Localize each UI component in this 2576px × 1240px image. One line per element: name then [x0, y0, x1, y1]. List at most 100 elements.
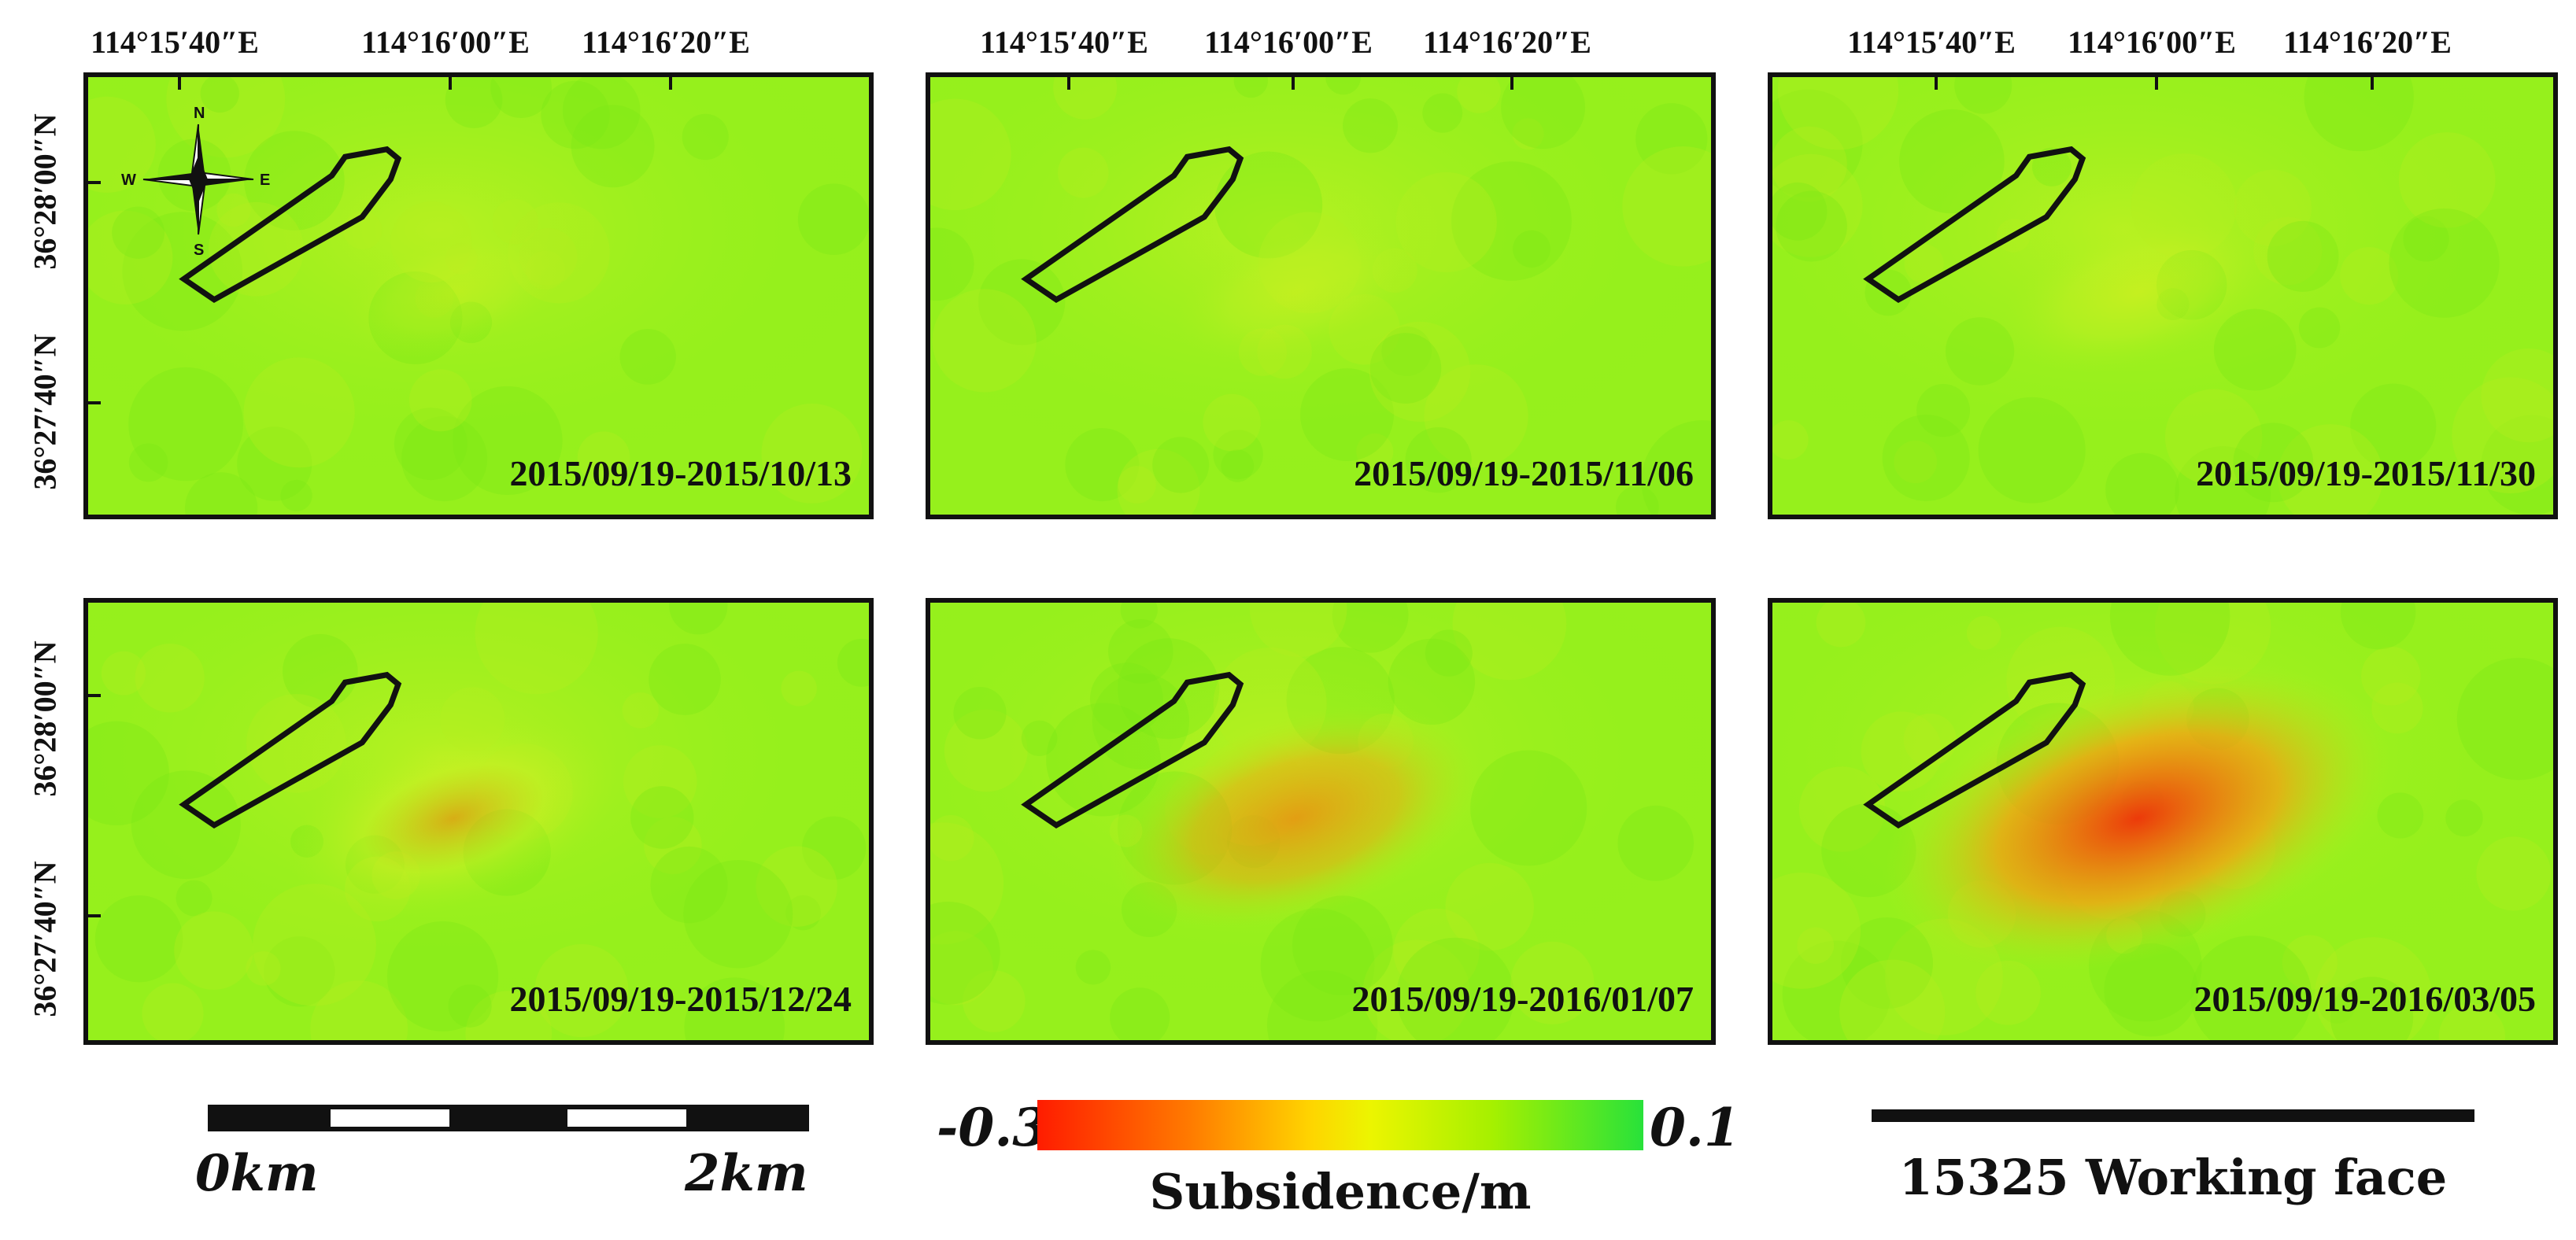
date-range-label: 2015/09/19-2015/11/30: [2196, 453, 2536, 493]
lon-label: 114°15′40″E: [980, 24, 1148, 60]
map-texture-patch: [131, 770, 241, 880]
map-texture-patch: [135, 643, 205, 713]
map-texture-patch: [1356, 433, 1394, 471]
map-texture-patch: [534, 944, 629, 1038]
map-texture-patch: [490, 77, 553, 118]
map-texture-patch: [1501, 77, 1586, 149]
tick: [1935, 77, 1938, 90]
map-texture-patch: [448, 984, 492, 1028]
map-texture-patch: [1381, 326, 1432, 377]
scale-bar-left-label: 0km: [195, 1144, 319, 1203]
subsidence-area: [288, 719, 619, 917]
map-texture-patch: [2361, 646, 2421, 706]
map-texture-patch: [761, 403, 863, 504]
map-texture-patch: [2350, 383, 2437, 469]
map-texture-patch: [2234, 169, 2312, 247]
map-texture-patch: [1213, 430, 1263, 480]
map-texture-patch: [2481, 415, 2553, 515]
map-texture-patch: [2164, 389, 2263, 485]
map-texture-patch: [465, 991, 553, 1040]
map-texture-patch: [963, 970, 1026, 1032]
map-texture-patch: [2213, 308, 2297, 391]
working-face-outline: [179, 671, 402, 829]
map-texture-patch: [1797, 927, 1835, 964]
map-texture-patch: [1058, 147, 1109, 198]
map-texture-patch: [1203, 393, 1261, 452]
map-texture-patch: [394, 408, 468, 481]
map-texture-patch: [682, 113, 729, 161]
lat-label-bottom: 36°27′40″N: [27, 334, 63, 490]
map-texture-patch: [1325, 77, 1362, 95]
map-texture-patch: [571, 105, 655, 188]
map-texture-patch: [2476, 836, 2552, 911]
map-texture-patch: [176, 880, 213, 917]
lon-label: 114°15′40″E: [1847, 24, 2016, 60]
tick: [1067, 77, 1070, 90]
working-face-legend-line: [1872, 1109, 2474, 1122]
map-texture-patch: [669, 603, 728, 635]
lon-label: 114°16′20″E: [2283, 24, 2452, 60]
map-texture-patch: [1118, 638, 1220, 740]
map-texture-patch: [237, 426, 312, 501]
lon-label: 114°16′20″E: [582, 24, 750, 60]
map-texture-patch: [1221, 449, 1255, 482]
subsidence-area: [1176, 222, 1416, 364]
map-texture-patch: [562, 77, 641, 149]
working-face-outline: [1863, 146, 2086, 304]
map-texture-patch: [1065, 428, 1140, 502]
colorbar-min-label: -0.3: [937, 1097, 1049, 1158]
map-texture-patch: [386, 921, 499, 1031]
lon-label: 114°16′00″E: [2068, 24, 2236, 60]
compass-w: W: [121, 172, 136, 189]
tick: [1292, 77, 1295, 90]
date-range-label: 2015/09/19-2015/10/13: [509, 453, 852, 493]
map-texture-patch: [930, 822, 1004, 945]
subsidence-map-panel-6: 2015/09/19-2016/03/05: [1768, 598, 2558, 1045]
tick: [669, 77, 672, 90]
map-texture-patch: [1966, 615, 2001, 651]
map-texture-patch: [453, 386, 563, 496]
map-texture-patch: [2340, 247, 2398, 305]
map-texture-patch: [837, 638, 869, 687]
map-texture-patch: [1110, 987, 1170, 1040]
map-texture-patch: [1075, 950, 1111, 985]
map-texture-patch: [1152, 437, 1210, 493]
map-texture-patch: [1839, 959, 1946, 1040]
map-texture-patch: [1782, 940, 1890, 1040]
map-texture-patch: [1861, 711, 1942, 792]
map-texture-patch: [932, 289, 1037, 393]
map-texture-patch: [1622, 146, 1711, 267]
lat-label-top: 36°28′00″N: [27, 640, 63, 797]
map-texture-patch: [1772, 153, 1863, 257]
map-texture-patch: [2438, 1003, 2506, 1040]
map-texture-patch: [1118, 466, 1156, 504]
map-texture-patch: [1798, 766, 1886, 852]
subsidence-map-panel-5: 2015/09/19-2016/01/07: [926, 598, 1716, 1045]
subsidence-map-panel-1: N S W E 2015/09/19-2015/10/13: [83, 72, 874, 519]
lon-label: 114°16′00″E: [1204, 24, 1373, 60]
map-texture-patch: [1617, 805, 1695, 881]
map-texture-patch: [128, 443, 168, 482]
compass-s: S: [194, 242, 204, 258]
map-texture-patch: [1513, 230, 1550, 268]
map-texture-patch: [2403, 216, 2449, 262]
map-texture-patch: [1816, 603, 1866, 648]
lon-label: 114°16′20″E: [1423, 24, 1591, 60]
map-texture-patch: [1899, 109, 2005, 214]
map-texture-patch: [112, 206, 165, 259]
map-texture-patch: [649, 644, 721, 715]
map-texture-patch: [577, 431, 630, 484]
tick: [2371, 77, 2374, 90]
subsidence-area: [2002, 212, 2273, 373]
date-range-label: 2015/09/19-2015/11/06: [1354, 453, 1694, 493]
map-texture-patch: [1840, 917, 1934, 1009]
map-texture-patch: [2481, 348, 2553, 443]
map-texture-patch: [1405, 426, 1472, 493]
map-texture-patch: [1451, 161, 1572, 281]
subsidence-map: [88, 77, 869, 515]
map-texture-patch: [930, 227, 974, 301]
lat-label-bottom: 36°27′40″N: [27, 861, 63, 1017]
date-range-label: 2015/09/19-2016/03/05: [2193, 979, 2536, 1019]
map-texture-patch: [953, 686, 1007, 740]
map-texture-patch: [630, 786, 694, 849]
